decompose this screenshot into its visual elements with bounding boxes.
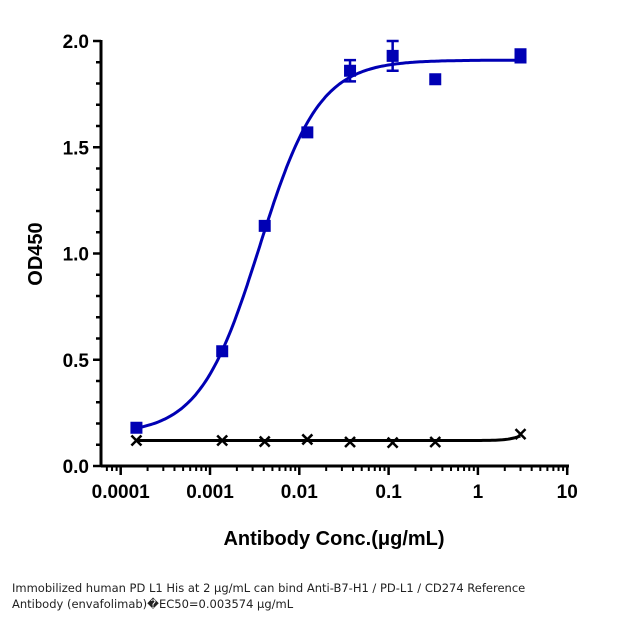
y-tick-label: 0.0 bbox=[63, 457, 89, 478]
data-point-square bbox=[386, 49, 399, 62]
cross-stroke bbox=[429, 436, 442, 448]
x-tick-label: 0.001 bbox=[186, 482, 234, 503]
x-tick-label: 0.1 bbox=[375, 482, 402, 503]
y-tick-label: 0.5 bbox=[63, 351, 90, 372]
data-point-square bbox=[130, 421, 143, 434]
data-point-cross bbox=[301, 433, 314, 446]
data-point-cross bbox=[429, 436, 442, 448]
cross-stroke bbox=[130, 434, 143, 447]
caption-line-1: Immobilized human PD L1 His at 2 μg/mL c… bbox=[12, 581, 526, 595]
data-point-square bbox=[216, 345, 229, 358]
cross-stroke bbox=[344, 436, 356, 448]
x-tick-label: 0.01 bbox=[281, 482, 318, 503]
figure-caption: Immobilized human PD L1 His at 2 μg/mL c… bbox=[12, 580, 632, 612]
data-points bbox=[130, 39, 527, 449]
data-point-cross bbox=[216, 434, 229, 447]
fit-curve-control bbox=[136, 434, 521, 442]
y-tick-label: 1.0 bbox=[63, 245, 89, 266]
data-point-square bbox=[514, 49, 527, 62]
cross-stroke bbox=[514, 428, 527, 441]
fit-curves bbox=[136, 58, 521, 442]
data-point-cross bbox=[344, 436, 356, 448]
data-point-square bbox=[344, 64, 357, 77]
cross-stroke bbox=[301, 433, 314, 446]
data-point-cross bbox=[386, 436, 399, 449]
data-point-square bbox=[301, 126, 314, 139]
y-tick-label: 2.0 bbox=[63, 32, 89, 53]
cross-stroke bbox=[258, 435, 271, 448]
data-point-cross bbox=[514, 428, 527, 441]
x-tick-label: 0.0001 bbox=[92, 482, 151, 503]
y-axis-label: OD450 bbox=[25, 222, 47, 285]
data-point-cross bbox=[258, 435, 271, 448]
data-point-cross bbox=[130, 434, 143, 447]
x-tick-label: 1 bbox=[473, 482, 484, 503]
fit-curve-antibody bbox=[136, 58, 521, 430]
data-point-square bbox=[258, 219, 271, 232]
cross-stroke bbox=[216, 434, 229, 447]
data-point-square bbox=[429, 73, 442, 86]
cross-stroke bbox=[386, 436, 399, 449]
x-tick-label: 10 bbox=[557, 482, 578, 503]
x-axis-label: Antibody Conc.(μg/mL) bbox=[223, 528, 444, 550]
axes: 0.0 0.5 1.0 1.5 2.0 0.0001 0.001 0.01 0.1 1 10 bbox=[63, 32, 578, 503]
y-tick-label: 1.5 bbox=[63, 138, 90, 159]
caption-line-2: Antibody (envafolimab)�EC50=0.003574 μg/… bbox=[12, 597, 294, 611]
